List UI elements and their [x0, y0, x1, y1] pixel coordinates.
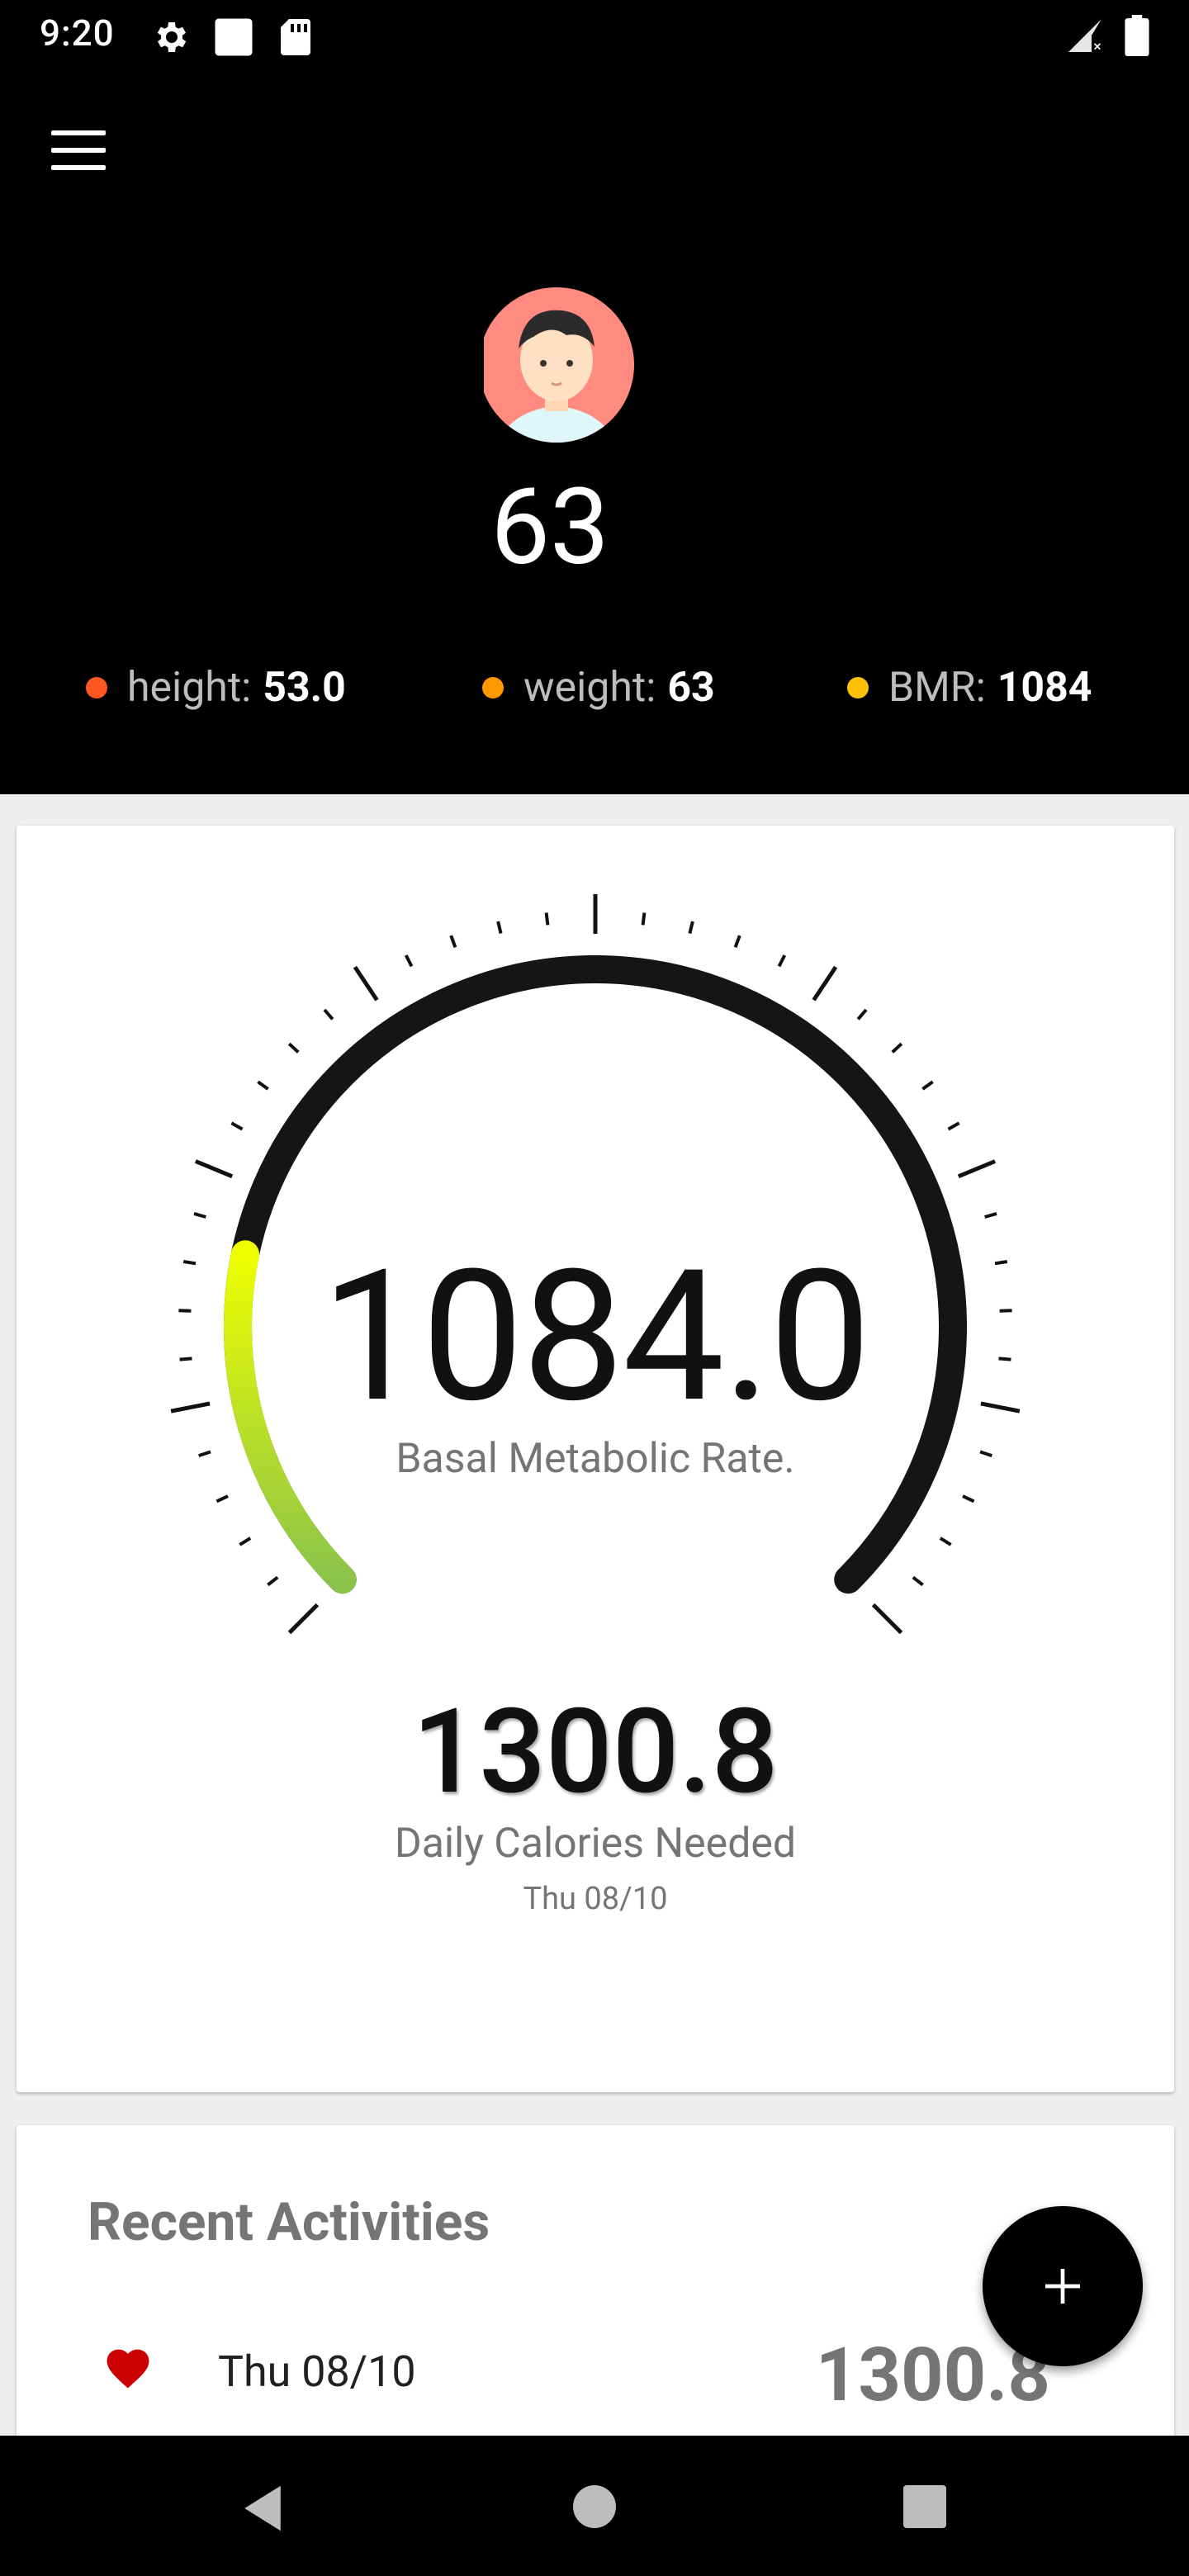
gauge-minor-tick	[962, 1494, 975, 1503]
weight-value: 63	[667, 664, 715, 712]
gauge-minor-tick	[994, 1260, 1008, 1266]
profile-number: 63	[490, 466, 609, 590]
height-label: height:	[127, 664, 252, 712]
gauge-minor-tick	[856, 1008, 868, 1020]
gauge-major-tick	[980, 1401, 1021, 1413]
gauge-minor-tick	[998, 1357, 1011, 1361]
gauge-minor-tick	[216, 1494, 229, 1503]
gauge-minor-tick	[257, 1080, 269, 1091]
gauge-minor-tick	[404, 954, 414, 968]
bmr-value: 1084	[997, 664, 1092, 712]
gauge-minor-tick	[287, 1042, 300, 1054]
system-nav-bar	[0, 2436, 1189, 2576]
gauge-minor-tick	[449, 935, 457, 948]
gauge-major-tick	[812, 965, 838, 1002]
gauge-fill	[224, 1240, 357, 1594]
gauge-minor-tick	[921, 1080, 934, 1091]
back-icon[interactable]	[239, 2484, 286, 2533]
gauge-minor-tick	[267, 1575, 279, 1587]
profile-header: 63 height: 53.0 weight: 63 BMR: 1084	[0, 69, 1189, 794]
gauge-minor-tick	[198, 1450, 211, 1457]
gauge-minor-tick	[891, 1042, 903, 1054]
daily-calories-date: Thu 08/10	[523, 1881, 668, 1917]
gauge-minor-tick	[193, 1211, 206, 1219]
activity-row[interactable]: Thu 08/10 1300.8	[17, 2323, 1174, 2418]
gauge-minor-tick	[179, 1357, 192, 1361]
gauge-minor-tick	[912, 1575, 924, 1587]
bmr-gauge-label: Basal Metabolic Rate.	[396, 1435, 795, 1483]
status-bar: 9:20	[0, 0, 1189, 69]
gauge-minor-tick	[641, 912, 647, 926]
bmr-gauge-value: 1084.0	[320, 1230, 871, 1443]
user-avatar[interactable]	[476, 277, 637, 452]
square-notification-icon	[215, 18, 253, 56]
height-dot-icon	[86, 677, 107, 698]
gauge-ticks	[170, 894, 1021, 1635]
gauge-minor-tick	[323, 1008, 334, 1020]
activity-date: Thu 08/10	[218, 2346, 416, 2397]
status-icons-right	[1065, 15, 1149, 56]
bmr-gauge-card: 1084.0 Basal Metabolic Rate. 1300.8 Dail…	[17, 826, 1174, 2092]
gauge-minor-tick	[939, 1537, 952, 1546]
gauge-major-tick	[353, 965, 379, 1002]
status-time: 9:20	[40, 12, 115, 54]
battery-icon	[1125, 15, 1149, 56]
gauge-minor-tick	[777, 954, 787, 968]
heart-icon	[107, 2349, 149, 2389]
gauge-minor-tick	[182, 1260, 197, 1266]
status-icons-left	[150, 15, 314, 59]
gauge-minor-tick	[178, 1309, 192, 1313]
bmr-gauge	[170, 894, 1021, 1635]
home-icon[interactable]	[573, 2485, 616, 2528]
signal-icon	[1068, 19, 1101, 52]
hamburger-menu-icon[interactable]	[51, 130, 111, 183]
gauge-major-tick	[871, 1603, 903, 1635]
gauge-minor-tick	[544, 912, 550, 926]
gauge-major-tick	[287, 1603, 320, 1635]
plus-icon	[1045, 2269, 1080, 2304]
gauge-minor-tick	[947, 1121, 960, 1131]
gauge-minor-tick	[979, 1450, 992, 1457]
recent-activities-title: Recent Activities	[88, 2191, 490, 2253]
stats-row: height: 53.0 weight: 63 BMR: 1084	[0, 664, 1189, 730]
gauge-major-tick	[957, 1159, 997, 1179]
daily-calories-label: Daily Calories Needed	[394, 1820, 797, 1868]
height-value: 53.0	[263, 664, 346, 712]
weight-dot-icon	[482, 677, 504, 698]
height-stat: height: 53.0	[86, 664, 346, 712]
gauge-minor-tick	[984, 1211, 997, 1219]
gauge-major-tick	[170, 1401, 211, 1413]
gauge-minor-tick	[496, 921, 503, 934]
gauge-minor-tick	[733, 935, 741, 948]
weight-label: weight:	[523, 664, 656, 712]
gauge-minor-tick	[239, 1537, 252, 1546]
daily-calories-value: 1300.8	[412, 1683, 779, 1821]
gauge-minor-tick	[230, 1121, 244, 1131]
gear-icon	[157, 22, 187, 52]
gauge-major-tick	[194, 1159, 234, 1179]
gauge-minor-tick	[999, 1309, 1012, 1313]
sd-card-icon	[281, 19, 310, 55]
recent-activities-card: Recent Activities Thu 08/10 1300.8	[17, 2125, 1174, 2455]
bmr-dot-icon	[847, 677, 869, 698]
weight-stat: weight: 63	[482, 664, 715, 712]
bmr-stat: BMR: 1084	[847, 664, 1092, 712]
bmr-label: BMR:	[888, 664, 986, 712]
gauge-minor-tick	[688, 921, 694, 934]
add-activity-button[interactable]	[983, 2206, 1143, 2366]
recents-icon[interactable]	[903, 2485, 946, 2528]
